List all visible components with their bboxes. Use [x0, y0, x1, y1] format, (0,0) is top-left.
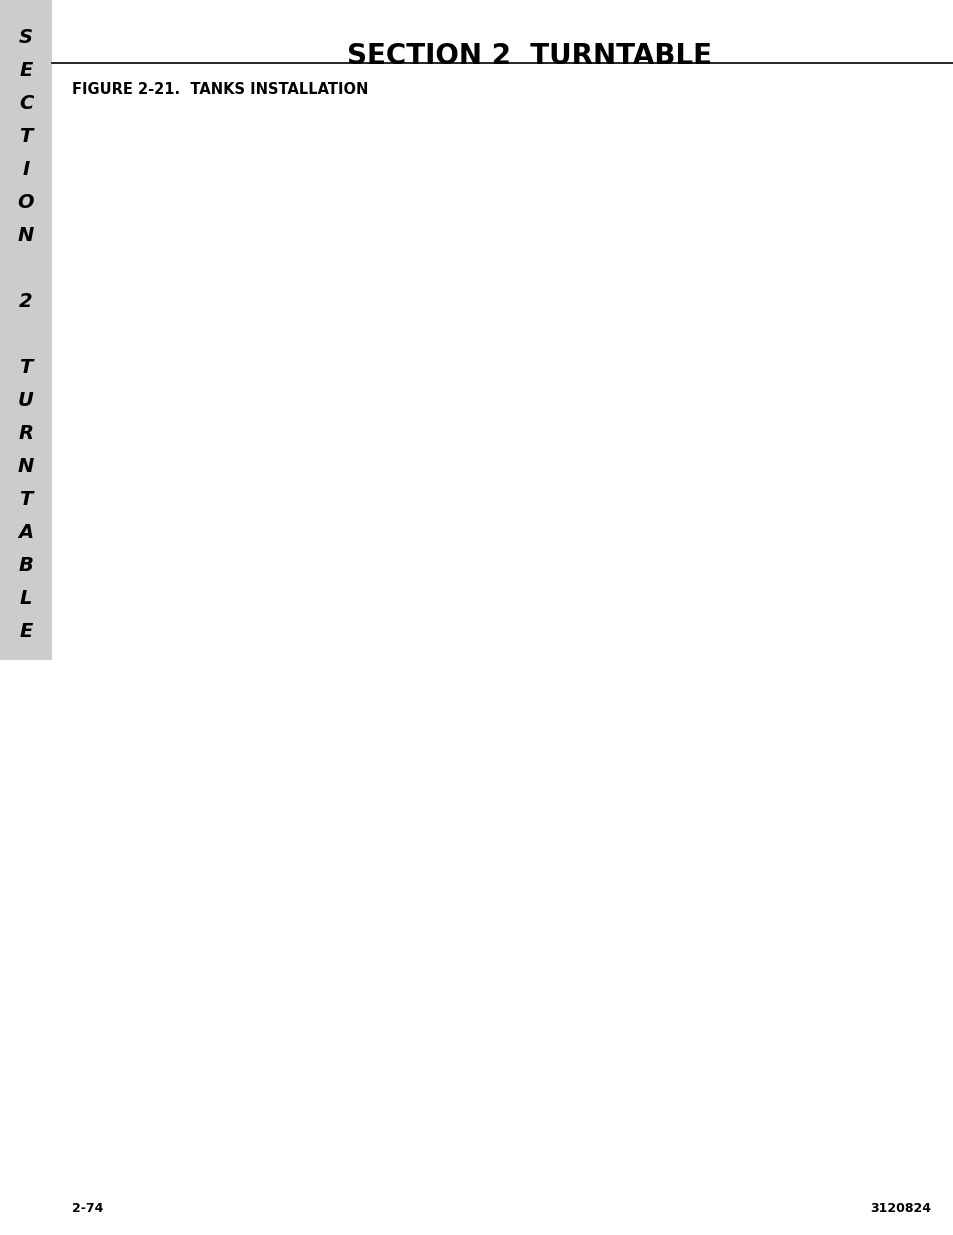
Text: N: N: [18, 226, 34, 245]
Text: I: I: [22, 161, 30, 179]
Text: T: T: [19, 490, 32, 509]
Text: 2-74: 2-74: [71, 1202, 103, 1215]
Text: C: C: [19, 94, 33, 112]
Text: T: T: [19, 358, 32, 377]
Text: E: E: [19, 622, 32, 641]
Text: S: S: [19, 28, 33, 47]
Text: A: A: [18, 522, 33, 542]
Text: U: U: [18, 391, 34, 410]
Text: 2: 2: [19, 291, 32, 311]
Text: N: N: [18, 457, 34, 475]
Text: FIGURE 2-21.  TANKS INSTALLATION: FIGURE 2-21. TANKS INSTALLATION: [71, 82, 368, 98]
Text: R: R: [18, 424, 33, 443]
Text: E: E: [19, 61, 32, 80]
Text: T: T: [19, 127, 32, 146]
Text: SECTION 2  TURNTABLE: SECTION 2 TURNTABLE: [347, 42, 711, 70]
Text: O: O: [18, 193, 34, 212]
Bar: [0, 0, 52, 659]
Text: 3120824: 3120824: [869, 1202, 930, 1215]
Text: L: L: [20, 589, 32, 608]
Text: B: B: [18, 556, 33, 576]
